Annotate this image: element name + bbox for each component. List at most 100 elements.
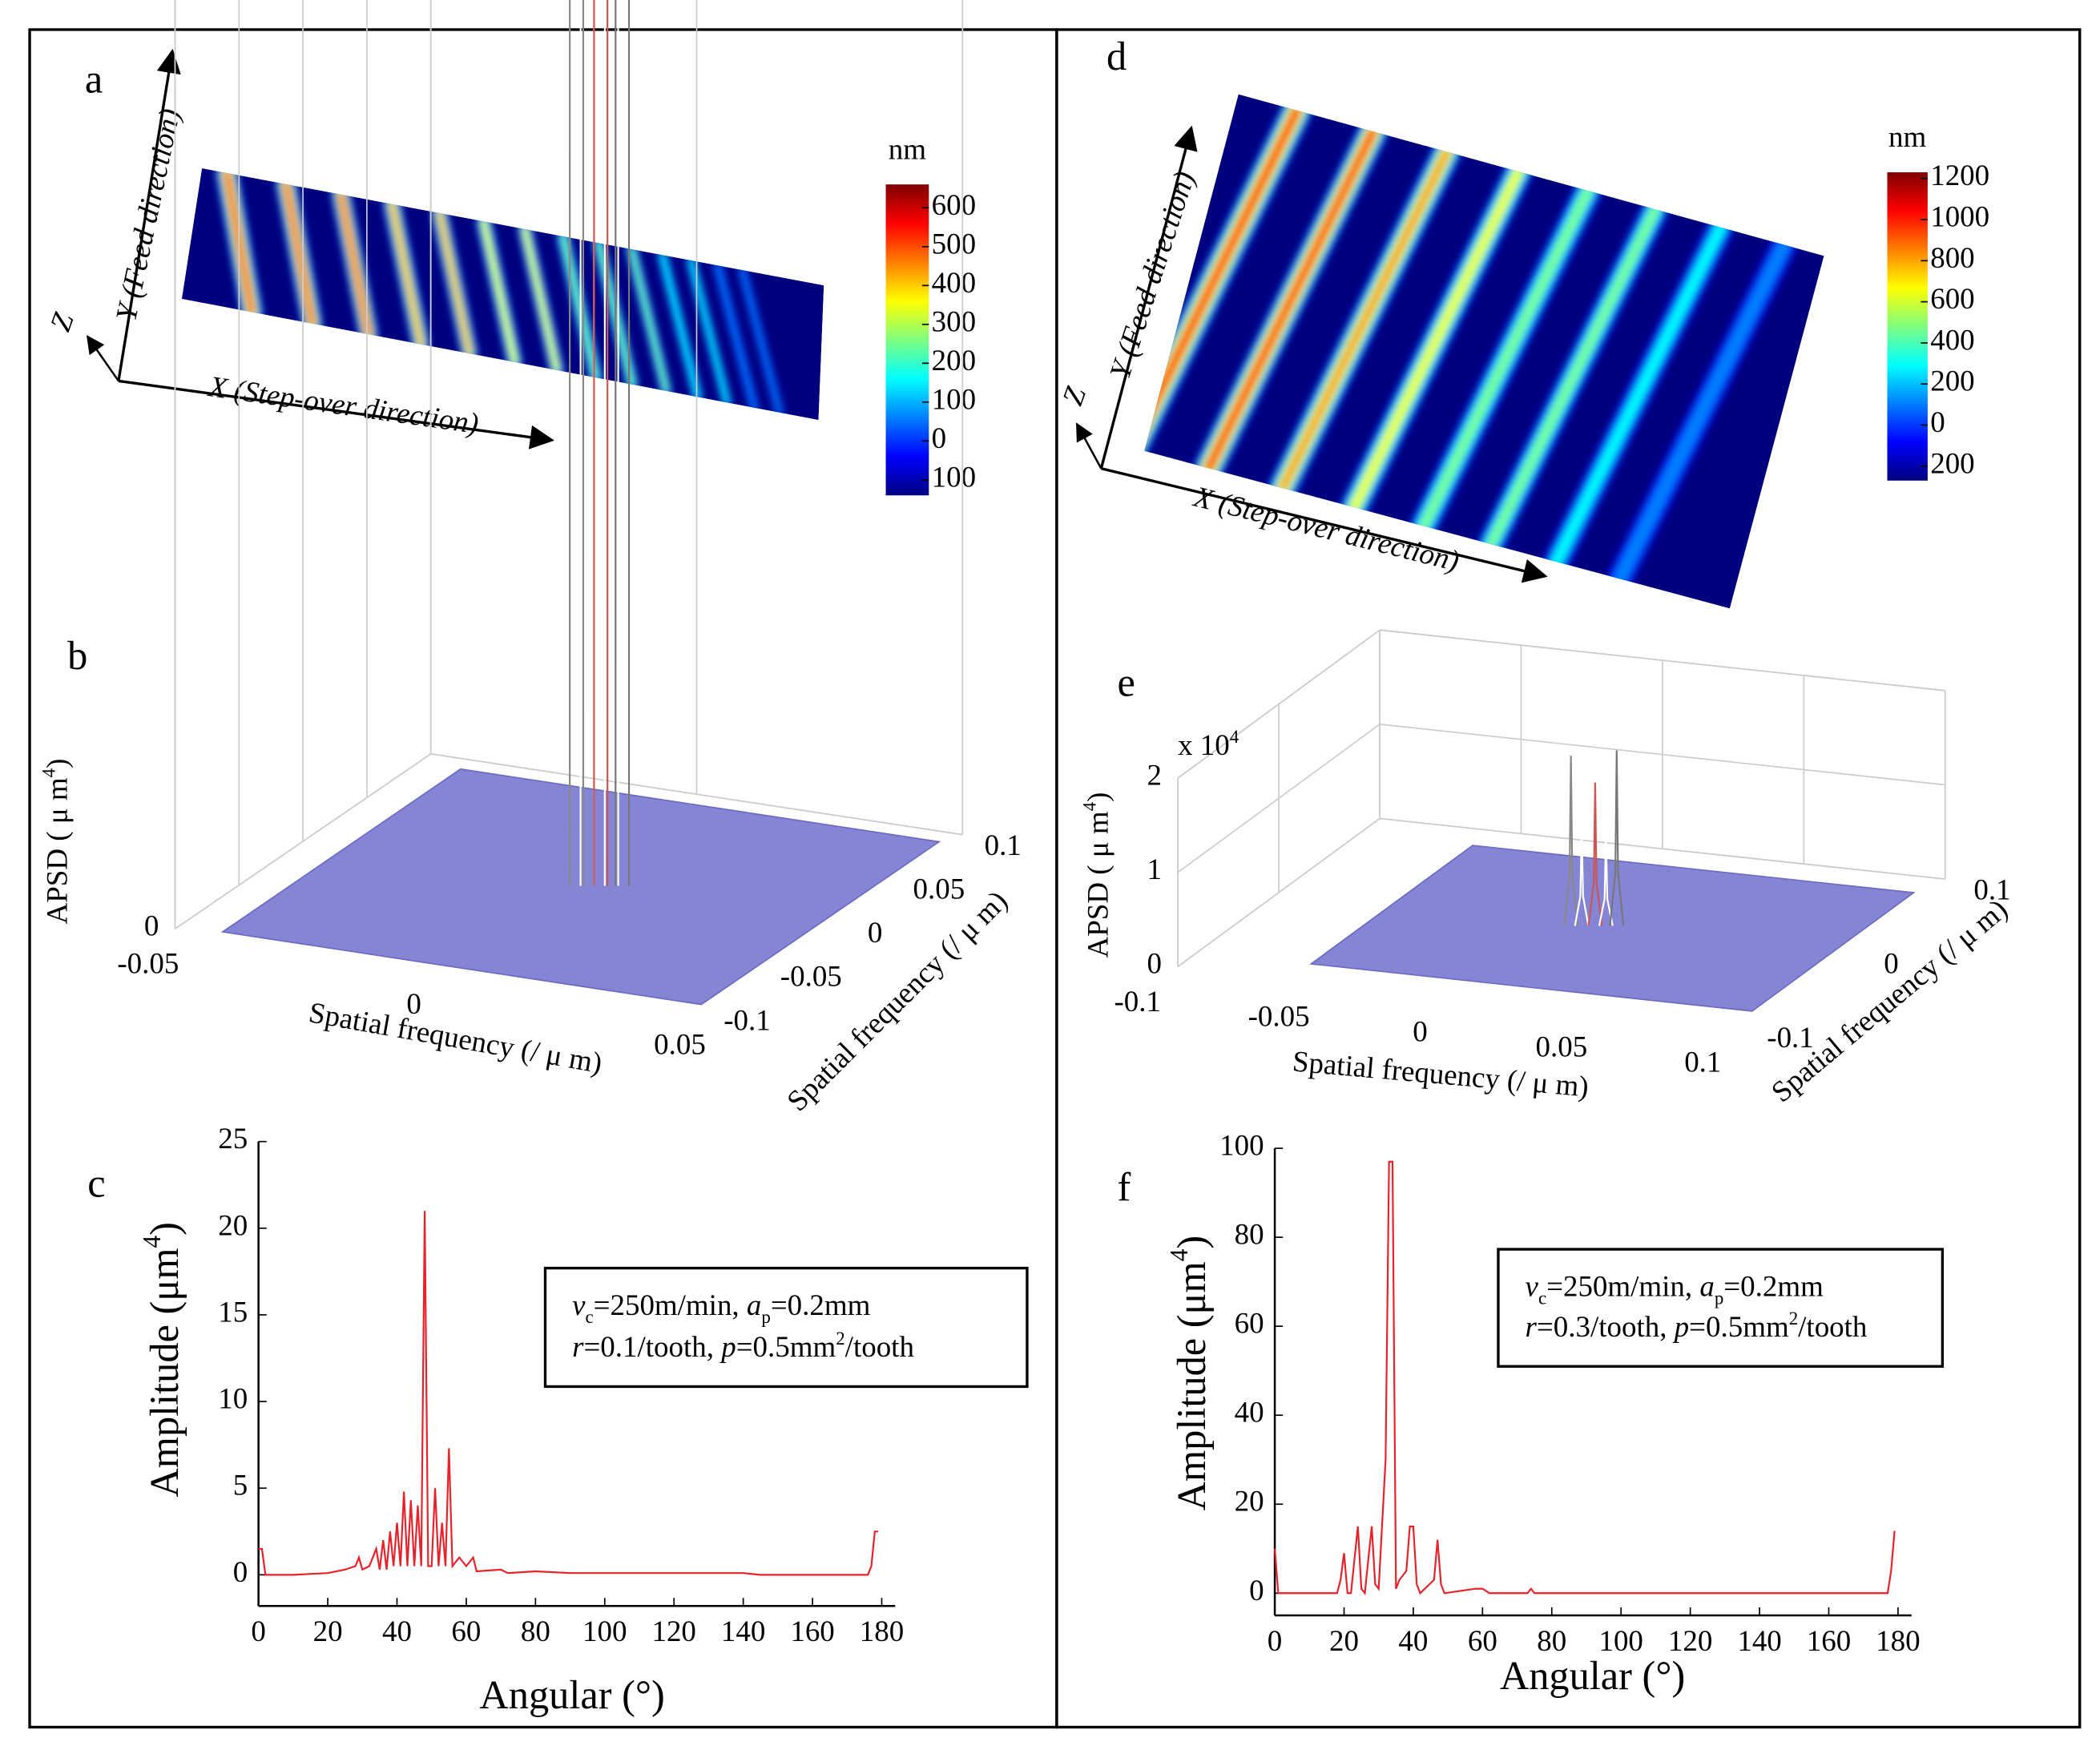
surface-stripe [1612,237,1792,587]
y-tick-label: 40 [1235,1396,1264,1429]
panel-letter: a [85,57,103,102]
grid-line [175,753,432,929]
grid-line [1380,629,1945,692]
surface-stripe [715,262,757,411]
z-tick-label: 2 [1147,759,1161,792]
x-tick-label: 180 [1876,1624,1920,1657]
annotation-line-part: =0.2mm [1723,1270,1824,1303]
x-tick-label: 160 [790,1615,834,1647]
panel-letter: e [1118,659,1135,704]
x-tick-label: 0 [1268,1624,1282,1657]
x-tick-label: 0.05 [654,1028,706,1061]
axis-label-part: ) [41,759,75,768]
colorbar-tick-label: 400 [932,266,976,299]
y-tick-label: 15 [218,1295,248,1328]
colorbar-title: nm [1888,120,1926,153]
x-tick-label: 40 [1398,1624,1428,1657]
grid-line [1177,817,1381,967]
y-tick-label: 0 [1249,1574,1264,1607]
surface-stripe [522,227,559,373]
surface-stripe [1350,167,1522,511]
x-tick-label: 0.1 [1684,1045,1721,1078]
grid-line [430,752,963,836]
surface-stripe [1550,222,1727,567]
colorbar-tick-label: 200 [932,344,976,377]
x-tick-label: 0 [406,987,421,1020]
axis-arrow [1075,422,1102,470]
colorbar-tick-label: 0 [1930,405,1945,438]
x-tick-label: 0.05 [1536,1030,1588,1063]
surface-stripe [1486,204,1660,549]
annotation-line-part: /tooth [1798,1310,1867,1343]
multiplier: x 104 [1178,727,1239,762]
annotation-line-part: =250m/min, [594,1288,747,1321]
data-line [1273,1160,1896,1596]
annotation-line-part: =250m/min, [1546,1270,1699,1303]
annotation-line-part: v [572,1288,586,1321]
annotation-line-part: p [761,1307,770,1327]
x-tick-label: 20 [1329,1624,1359,1657]
y-tick-label: 60 [1235,1307,1264,1340]
axis-label-part: 4 [38,768,58,777]
multiplier-part: x 10 [1178,729,1230,762]
y-tick-label: 0 [1884,947,1898,980]
colorbar-tick-label: 100 [932,382,976,415]
annotation-line: r=0.3/tooth, p=0.5mm2/tooth [1526,1308,1868,1344]
annotation-line-part: c [585,1307,593,1327]
axis-label: APSD ( μ m4) [1079,792,1115,958]
y-axis-label-part: Amplitude (μm [142,1248,187,1497]
y-tick-label: 80 [1235,1218,1264,1251]
annotation-line-part: a [747,1288,761,1321]
surface-stripes [1144,95,1796,591]
y-tick-label: 0.1 [985,829,1022,861]
psd-peak [1574,827,1590,926]
y-axis-label-part: Amplitude (μm [1169,1261,1214,1510]
surface-stripe [659,252,700,400]
x-tick-label: 80 [521,1615,550,1647]
x-tick-label: 60 [1468,1624,1497,1657]
panel-border [1055,28,2082,1729]
x-tick-label: 60 [451,1615,481,1647]
psd-plane [1309,845,1916,1012]
surface-stripe [740,267,783,416]
colorbar-tick-label: 100 [932,460,976,493]
panel-letter: f [1118,1164,1131,1209]
colorbar [885,184,929,496]
axis-label-part: 4 [1079,801,1099,811]
surface-stripe [389,202,423,347]
annotation-line-part: /tooth [845,1331,914,1364]
annotation-line-part: 2 [1789,1308,1798,1329]
y-tick-label: 20 [1235,1485,1264,1518]
surface-stripe [437,211,472,356]
annotation-line: vc=250m/min, ap=0.2mm [572,1288,871,1326]
annotation-line-part: p [1715,1288,1723,1308]
y-tick-label: 100 [1219,1129,1264,1162]
y-tick-label: -0.1 [724,1003,771,1036]
x-tick-label: 80 [1537,1624,1566,1657]
y-tick-label: 0 [233,1555,248,1588]
x-tick-label: 140 [1737,1624,1781,1657]
data-line [258,1211,879,1576]
axis-label: APSD ( μ m4) [38,759,75,925]
x-tick-label: -0.1 [1114,985,1161,1018]
colorbar-tick-label: 500 [932,227,976,260]
y-axis-label: Amplitude (μm4) [138,1222,187,1498]
surface-stripe [339,192,371,337]
annotation-line: r=0.1/tooth, p=0.5mm2/tooth [572,1329,914,1364]
axis-arrow [1100,467,1548,583]
y-axis-label-part: 4 [138,1235,166,1248]
colorbar-tick-label: 800 [1930,241,1974,274]
axis-label-part: ) [1082,792,1115,802]
x-tick-label: 120 [651,1615,695,1647]
surface-stripe [1419,186,1593,531]
y-tick-label: 25 [218,1122,248,1155]
colorbar-title: nm [889,132,926,165]
colorbar-tick-label: 1000 [1930,200,1989,233]
x-tick-label: 120 [1668,1624,1712,1657]
y-axis-label-part: 4 [1165,1248,1193,1261]
grid-line [1177,724,1381,873]
x-axis-label: Angular (°) [479,1672,664,1717]
annotation-line-part: =0.5mm [1689,1310,1789,1343]
psd-peak [1609,750,1625,926]
colorbar-tick-label: 600 [932,188,976,221]
